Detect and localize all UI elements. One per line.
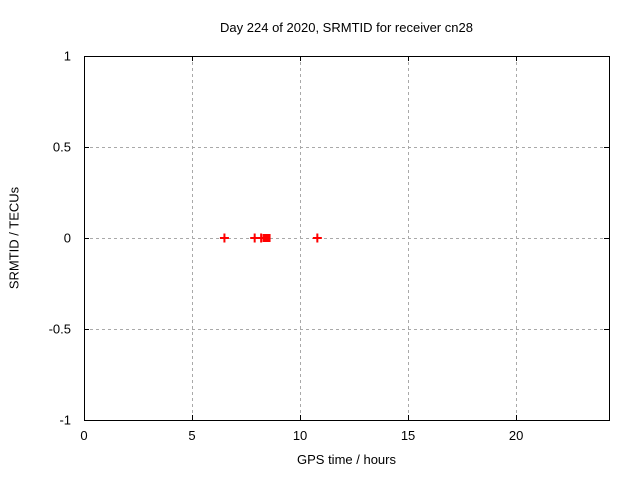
x-tick-label: 0 [80, 428, 87, 443]
data-point-plus-marker [312, 233, 322, 243]
data-point-plus-marker [219, 233, 229, 243]
x-tick-label: 15 [401, 428, 415, 443]
data-point-square-marker [262, 234, 271, 242]
x-tick-label: 10 [293, 428, 307, 443]
x-tick-label: 5 [188, 428, 195, 443]
x-tick-label: 20 [509, 428, 523, 443]
chart-title: Day 224 of 2020, SRMTID for receiver cn2… [220, 20, 473, 35]
x-axis-label: GPS time / hours [297, 452, 396, 467]
y-tick-label: -1 [59, 413, 71, 428]
plot-border [84, 56, 610, 421]
y-tick-label: -0.5 [49, 322, 71, 337]
y-tick-label: 0.5 [53, 140, 71, 155]
y-tick-label: 0 [64, 231, 71, 246]
y-tick-label: 1 [64, 49, 71, 64]
